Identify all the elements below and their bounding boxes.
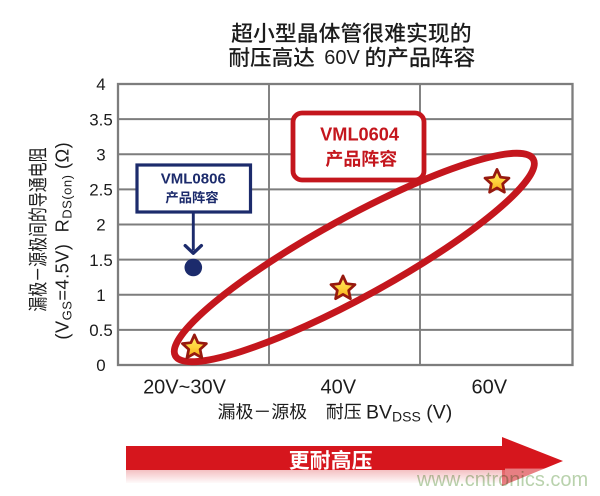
svg-text:60V: 60V [472, 376, 508, 398]
svg-text:1: 1 [96, 286, 105, 305]
svg-text:40V: 40V [321, 376, 357, 398]
svg-text:1.5: 1.5 [89, 251, 112, 270]
svg-text:20V~30V: 20V~30V [143, 376, 227, 398]
svg-text:BVDSS (V): BVDSS (V) [366, 401, 452, 424]
svg-text:3.5: 3.5 [89, 110, 112, 129]
svg-text:2.5: 2.5 [89, 181, 112, 200]
svg-text:60V: 60V [324, 47, 360, 69]
svg-text:VML0604: VML0604 [320, 125, 400, 145]
svg-text:VML0806: VML0806 [161, 171, 226, 188]
svg-text:(VGS=4.5V) RDS(on) (Ω): (VGS=4.5V) RDS(on) (Ω) [53, 142, 75, 340]
svg-text:0.5: 0.5 [89, 321, 112, 340]
svg-text:0: 0 [96, 356, 105, 375]
svg-text:2: 2 [96, 216, 105, 235]
svg-text:4: 4 [96, 75, 105, 94]
svg-text:3: 3 [96, 145, 105, 164]
